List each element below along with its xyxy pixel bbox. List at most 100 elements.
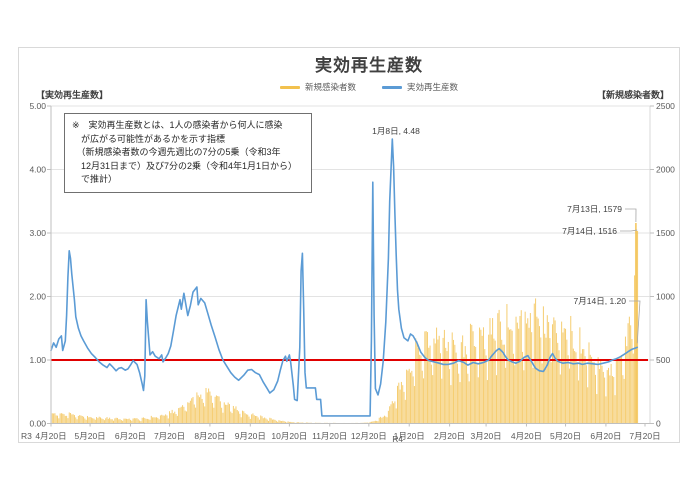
bar — [533, 303, 535, 424]
bar — [480, 329, 482, 424]
bar — [464, 346, 466, 424]
bar — [497, 313, 499, 424]
x-tick-label: 10月20日 — [271, 431, 307, 441]
bar — [403, 391, 405, 424]
bar — [595, 374, 596, 424]
bar — [382, 416, 384, 424]
bar — [622, 375, 624, 424]
bar — [593, 362, 595, 424]
bar — [157, 417, 159, 424]
bar — [499, 321, 501, 424]
bar — [238, 411, 240, 424]
bar — [123, 418, 125, 424]
annotation-label: 7月13日, 1579 — [567, 204, 622, 214]
bar — [583, 349, 585, 424]
bar — [507, 327, 509, 424]
bar — [67, 418, 69, 424]
bar — [519, 315, 521, 424]
bar — [369, 421, 371, 424]
bar — [171, 409, 173, 424]
bar — [537, 318, 539, 424]
bar — [454, 344, 456, 424]
bar — [518, 328, 520, 424]
bar — [376, 420, 378, 424]
bar — [557, 342, 559, 424]
bar — [575, 352, 577, 424]
chart-title: 実効再生産数 — [315, 56, 423, 75]
bar — [156, 417, 158, 424]
bar — [94, 419, 96, 424]
x-tick-label: 12月20日 — [351, 431, 387, 441]
bar — [451, 332, 453, 424]
bar — [611, 376, 613, 424]
bar — [235, 406, 237, 424]
bar — [377, 421, 379, 424]
bar — [73, 415, 75, 424]
annotation-label: 7月14日, 1.20 — [574, 296, 627, 306]
bar — [514, 365, 516, 424]
bar — [550, 362, 552, 424]
bar — [118, 419, 120, 424]
bar — [471, 324, 473, 424]
bar — [275, 420, 277, 424]
bar — [496, 375, 497, 424]
bar — [531, 332, 533, 424]
bar — [122, 420, 124, 424]
bar — [542, 306, 544, 424]
bar — [145, 418, 147, 424]
bar — [432, 375, 434, 424]
bar — [579, 327, 581, 424]
bar — [493, 338, 495, 424]
bar — [240, 417, 242, 424]
legend: 新規感染者数 実効再生産数 — [19, 81, 700, 93]
annotation-label: 7月14日, 1516 — [562, 226, 617, 236]
bar — [158, 419, 160, 424]
bar — [204, 406, 206, 424]
bar — [103, 420, 105, 424]
bar — [608, 367, 610, 424]
bar — [286, 422, 288, 424]
bar — [179, 407, 181, 424]
bar — [492, 318, 494, 424]
bar — [385, 416, 387, 424]
x-tick-label: 5月20日 — [74, 431, 105, 441]
bar — [71, 414, 73, 424]
bar — [378, 417, 380, 424]
annotation-leader — [620, 229, 638, 232]
bar — [236, 410, 238, 424]
bar — [97, 418, 99, 424]
bar — [511, 330, 513, 424]
bar — [527, 318, 529, 424]
bar — [191, 398, 193, 424]
bar — [144, 418, 146, 424]
bar — [291, 422, 293, 424]
bar — [219, 401, 221, 424]
bar — [515, 316, 517, 424]
bar — [140, 421, 142, 424]
bar — [185, 411, 187, 424]
bar — [632, 353, 634, 424]
bar — [399, 389, 401, 424]
bar — [149, 419, 151, 424]
bar — [613, 376, 615, 424]
bar — [441, 378, 443, 424]
bar — [222, 412, 224, 424]
bar — [253, 415, 255, 424]
x-tick-label: 9月20日 — [235, 431, 266, 441]
bar — [213, 407, 215, 424]
bar — [89, 416, 91, 424]
bar — [484, 349, 486, 424]
bar — [524, 311, 526, 424]
bar — [419, 354, 421, 424]
bar — [120, 420, 122, 424]
bar — [110, 419, 112, 424]
bar — [172, 413, 174, 424]
bar — [383, 415, 385, 424]
bar — [540, 337, 542, 424]
bar — [446, 351, 448, 424]
bar — [257, 417, 259, 424]
bar — [601, 365, 603, 424]
bar — [598, 369, 600, 424]
bar — [116, 417, 118, 424]
era-label: R3 — [21, 431, 32, 441]
